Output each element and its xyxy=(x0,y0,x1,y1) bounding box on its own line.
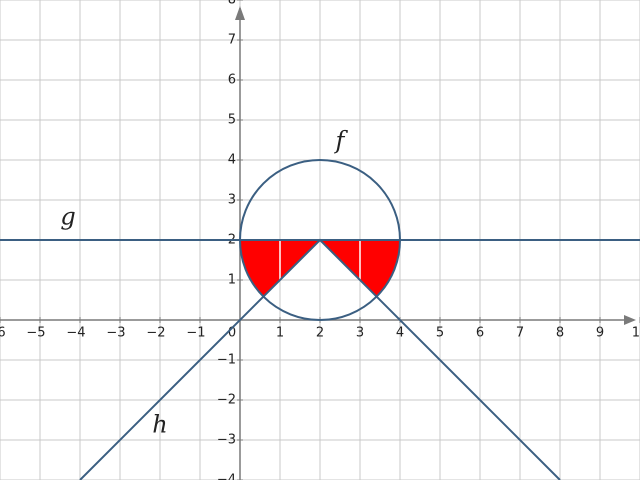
y-tick-label: −2 xyxy=(217,393,236,408)
y-tick-label: −3 xyxy=(217,433,236,448)
x-tick-label: 7 xyxy=(516,326,524,341)
label-h: h xyxy=(152,411,167,439)
x-tick-label: 5 xyxy=(436,326,444,341)
x-tick-label: −6 xyxy=(0,326,6,341)
y-tick-label: 6 xyxy=(228,73,236,88)
x-tick-label: 3 xyxy=(356,326,364,341)
y-tick-label: 4 xyxy=(228,153,236,168)
x-tick-label: −1 xyxy=(186,326,205,341)
x-tick-label: −4 xyxy=(66,326,85,341)
line-h xyxy=(79,238,561,480)
x-tick-label: 9 xyxy=(596,326,604,341)
x-tick-label: −5 xyxy=(26,326,45,341)
y-tick-label: 3 xyxy=(228,193,236,208)
y-tick-label: −4 xyxy=(217,473,236,480)
x-tick-label: −3 xyxy=(106,326,125,341)
x-tick-label: 2 xyxy=(316,326,324,341)
y-tick-label: 8 xyxy=(228,0,236,8)
x-tick-label: 10 xyxy=(632,326,643,341)
y-tick-label: −1 xyxy=(217,353,236,368)
y-arrow xyxy=(235,6,245,20)
x-tick-label: 8 xyxy=(556,326,564,341)
y-tick-label: 1 xyxy=(228,273,236,288)
x-tick-label: −2 xyxy=(146,326,165,341)
x-tick-label: 4 xyxy=(396,326,404,341)
circle-f xyxy=(239,159,401,321)
x-tick-label: 1 xyxy=(276,326,284,341)
y-tick-label: 7 xyxy=(228,33,236,48)
x-arrow xyxy=(624,315,636,325)
label-g: g xyxy=(60,203,75,231)
x-tick-label: 0 xyxy=(228,326,236,341)
x-tick-label: 6 xyxy=(476,326,484,341)
y-tick-label: 5 xyxy=(228,113,236,128)
label-f: f xyxy=(334,127,349,155)
